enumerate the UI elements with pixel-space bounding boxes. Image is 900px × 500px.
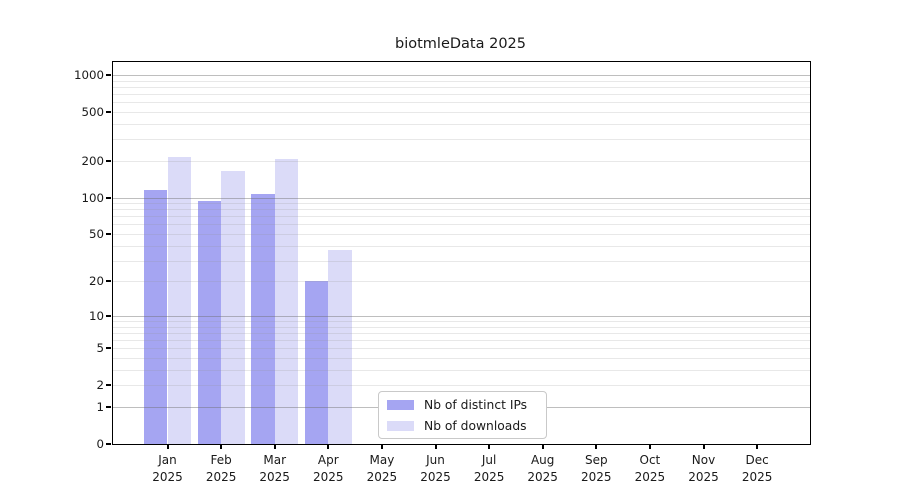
x-tick-mar	[273, 444, 276, 449]
gridline-minor-70	[113, 216, 810, 218]
x-tick-label-jun: Jun 2025	[420, 453, 451, 484]
bar-downloads-jan	[167, 157, 192, 444]
chart-title: biotmleData 2025	[395, 36, 526, 52]
y-tick-200	[106, 159, 111, 162]
x-tick-label-nov: Nov 2025	[688, 453, 719, 484]
gridline-minor-90	[113, 203, 810, 204]
x-tick-oct	[648, 444, 651, 449]
y-tick-label-2: 2	[96, 378, 104, 393]
x-tick-apr	[327, 444, 330, 449]
gridline-minor-50	[113, 234, 810, 235]
legend: Nb of distinct IPs Nb of downloads	[378, 391, 547, 439]
y-tick-label-200: 200	[81, 153, 104, 168]
y-tick-5	[106, 347, 111, 350]
gridline-minor-6	[113, 340, 810, 342]
gridline-major-100	[113, 197, 810, 199]
legend-label-distinct-ips: Nb of distinct IPs	[424, 397, 528, 412]
x-tick-label-sep: Sep 2025	[581, 453, 612, 484]
y-tick-20	[106, 280, 111, 283]
legend-item-distinct-ips: Nb of distinct IPs	[387, 396, 538, 413]
plot-area: 0 1 2 5 10 20 50 100 200 500 1000 Jan 2025 Feb 2025 M…	[74, 61, 811, 484]
y-tick-label-5: 5	[96, 341, 104, 356]
bar-distinct-ips-feb	[197, 200, 222, 444]
x-tick-label-jan: Jan 2025	[152, 453, 183, 484]
bar-distinct-ips-apr	[304, 281, 329, 444]
y-tick-50	[106, 233, 111, 235]
y-tick-label-100: 100	[81, 190, 104, 205]
x-tick-feb	[220, 444, 223, 449]
bar-downloads-feb	[221, 170, 245, 444]
y-tick-label-20: 20	[88, 274, 104, 289]
gridline-minor-2	[113, 385, 810, 387]
x-tick-jun	[434, 444, 437, 449]
y-tick-label-10: 10	[88, 308, 104, 323]
legend-swatch-distinct-ips	[387, 399, 414, 410]
gridline-minor-20	[113, 281, 810, 283]
gridline-minor-8	[113, 326, 810, 328]
y-tick-0	[106, 443, 111, 445]
gridline-minor-9	[113, 321, 810, 322]
x-tick-label-aug: Aug 2025	[527, 453, 558, 484]
y-tick-2	[106, 384, 111, 387]
legend-swatch-downloads	[387, 420, 414, 431]
x-tick-label-jul: Jul 2025	[473, 453, 505, 484]
y-tick-1000	[106, 73, 111, 76]
gridline-minor-60	[113, 224, 810, 226]
gridline-minor-40	[113, 245, 810, 247]
gridline-minor-900	[113, 80, 810, 82]
y-tick-label-50: 50	[88, 227, 104, 241]
x-tick-label-oct: Oct 2025	[634, 453, 666, 484]
x-tick-may	[380, 444, 383, 449]
y-tick-500	[106, 110, 111, 113]
x-tick-label-feb: Feb 2025	[205, 453, 237, 484]
gridline-major-10	[113, 315, 810, 317]
y-tick-label-1000: 1000	[73, 67, 104, 82]
y-tick-100	[106, 196, 111, 199]
gridline-minor-5	[113, 348, 810, 350]
x-tick-label-mar: Mar 2025	[259, 453, 290, 484]
gridline-minor-700	[113, 94, 810, 95]
legend-item-downloads: Nb of downloads	[387, 417, 538, 434]
gridline-minor-80	[113, 209, 810, 211]
x-tick-jan	[166, 444, 169, 449]
x-tick-nov	[702, 444, 705, 449]
legend-label-downloads: Nb of downloads	[424, 418, 527, 433]
gridline-minor-600	[113, 102, 810, 104]
x-tick-label-dec: Dec 2025	[741, 453, 773, 484]
x-tick-sep	[595, 444, 598, 449]
gridline-minor-800	[113, 86, 810, 88]
y-tick-label-0: 0	[96, 437, 104, 451]
bar-distinct-ips-jan	[143, 189, 168, 444]
gridline-minor-200	[113, 160, 810, 162]
y-tick-label-1: 1	[96, 400, 104, 414]
y-tick-1	[106, 406, 111, 408]
x-tick-jul	[488, 444, 491, 449]
x-tick-aug	[541, 444, 544, 449]
x-tick-label-apr: Apr 2025	[313, 453, 344, 484]
gridline-minor-3	[113, 369, 810, 371]
gridline-minor-300	[113, 139, 810, 141]
gridline-minor-400	[113, 123, 810, 125]
gridline-major-1000	[113, 74, 810, 76]
bar-downloads-mar	[274, 159, 299, 444]
x-tick-label-may: May 2025	[366, 453, 398, 484]
y-tick-10	[106, 314, 111, 317]
bar-downloads-apr	[328, 249, 352, 444]
gridline-minor-30	[113, 260, 810, 262]
gridline-minor-7	[113, 332, 810, 334]
bar-distinct-ips-mar	[251, 193, 275, 444]
gridline-minor-4	[113, 358, 810, 359]
y-tick-label-500: 500	[81, 104, 104, 119]
gridline-minor-500	[113, 111, 810, 113]
x-tick-dec	[756, 444, 759, 449]
